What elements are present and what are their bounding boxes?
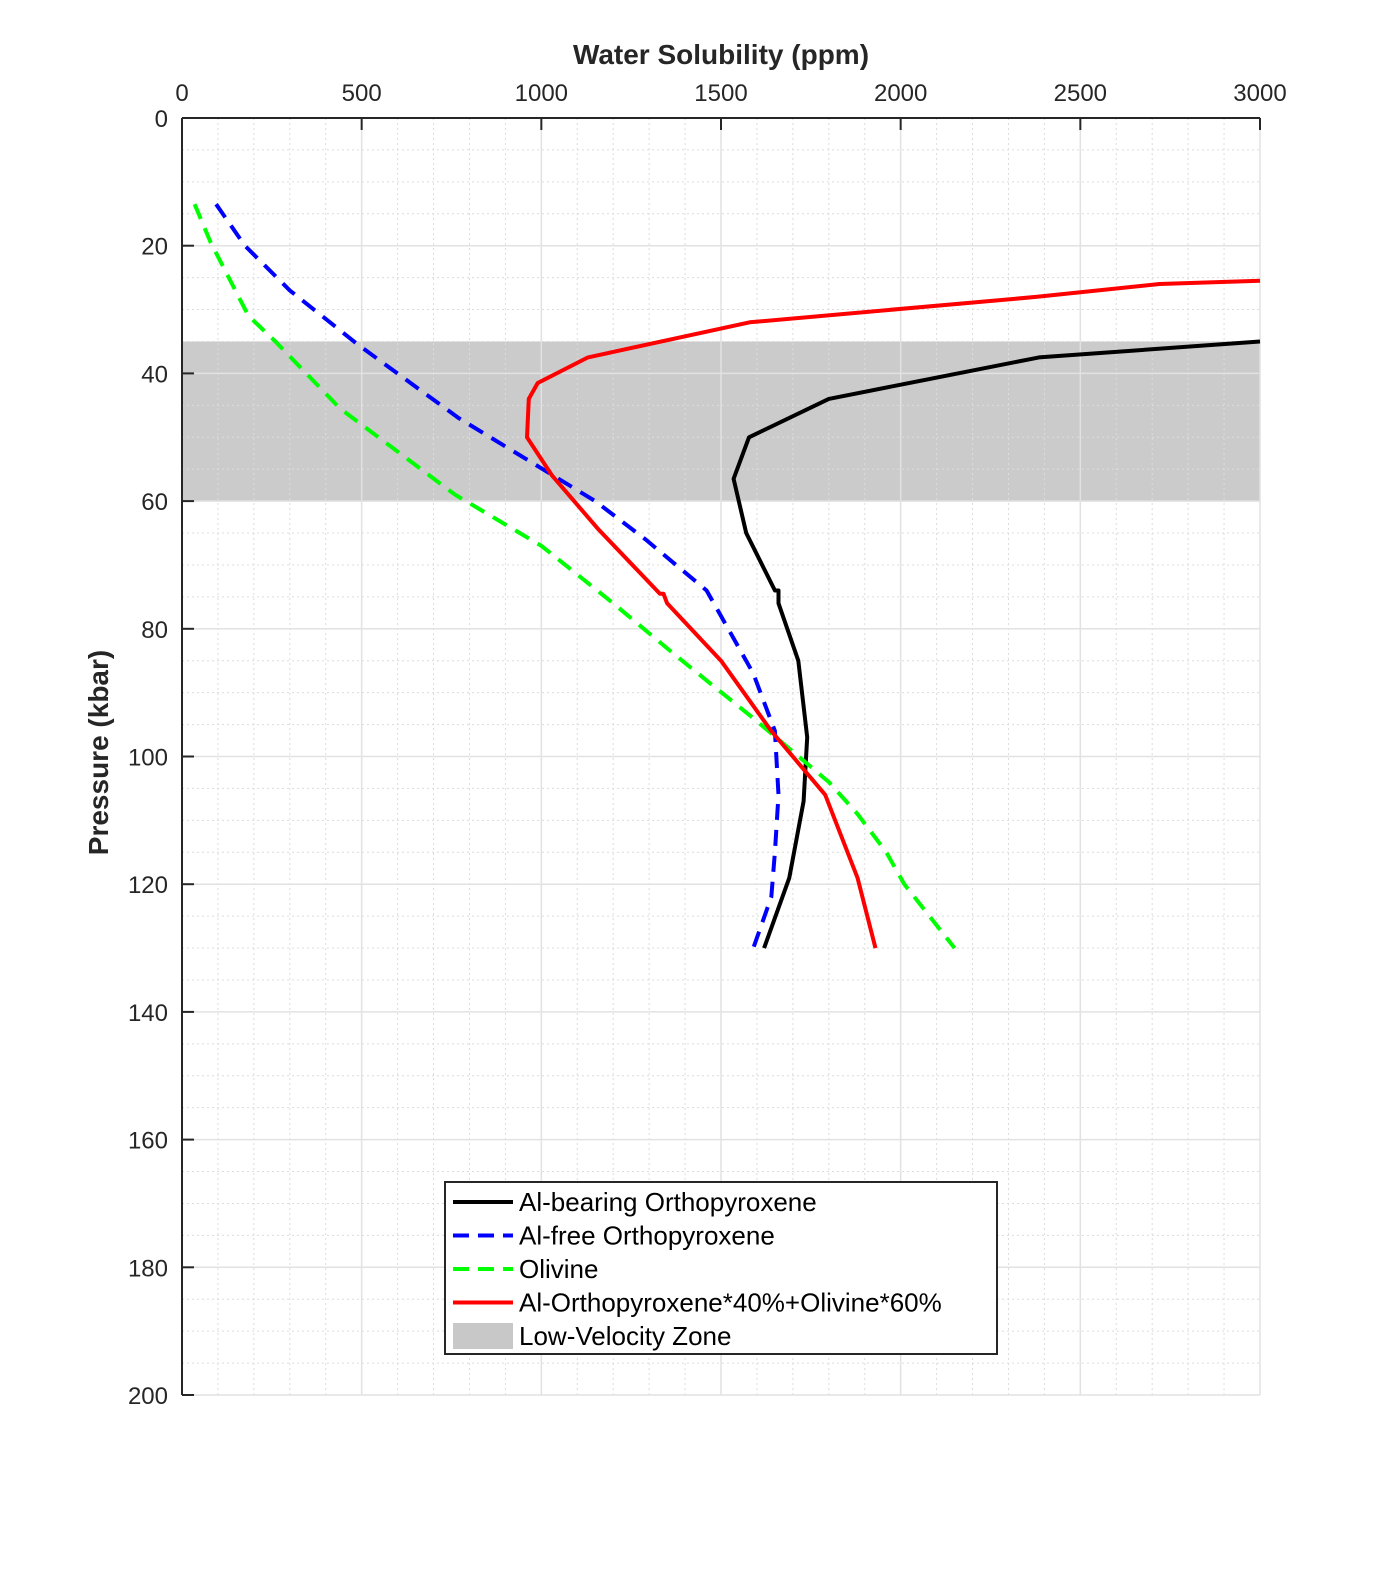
- legend-label-al-free-orthopyroxene: Al-free Orthopyroxene: [519, 1221, 775, 1251]
- legend-label-olivine: Olivine: [519, 1254, 598, 1284]
- legend-label-al-orthopyroxene-40-olivine-60: Al-Orthopyroxene*40%+Olivine*60%: [519, 1288, 942, 1318]
- x-tick-label: 2500: [1054, 80, 1107, 107]
- x-tick-label: 500: [342, 80, 382, 107]
- legend-label-low-velocity-zone: Low-Velocity Zone: [519, 1321, 731, 1351]
- y-tick-label: 60: [141, 489, 168, 516]
- y-tick-label: 80: [141, 617, 168, 644]
- series-line-al-orthopyroxene-40-olivine-60: [525, 278, 1261, 949]
- y-axis-title: Pressure (kbar): [83, 650, 114, 855]
- y-tick-label: 160: [128, 1128, 168, 1155]
- legend-box: [444, 1181, 998, 1355]
- legend-label-al-bearing-orthopyroxene: Al-bearing Orthopyroxene: [519, 1187, 817, 1217]
- y-tick-label: 0: [155, 106, 168, 133]
- y-tick-label: 100: [128, 745, 168, 772]
- y-tick-label: 40: [141, 361, 168, 388]
- legend: Al-bearing Orthopyroxene Al-free Orthopyr…: [444, 1181, 998, 1355]
- axis-layer: 0 500 1000 1500 2000 2500 3000 0 20 40 60 80 100 120 1…: [128, 80, 1287, 1410]
- y-tick-label: 120: [128, 872, 168, 899]
- y-tick-label: 140: [128, 1000, 168, 1027]
- x-tick-label: 1000: [515, 80, 568, 107]
- x-tick-label: 1500: [694, 80, 747, 107]
- x-tick-label: 2000: [874, 80, 927, 107]
- y-tick-label: 20: [141, 234, 168, 261]
- series-line-al-free-orthopyroxene: [214, 203, 781, 949]
- legend-swatch-low-velocity-zone: [453, 1323, 513, 1349]
- series-layer: [192, 203, 1261, 950]
- x-axis-title: Water Solubility (ppm): [573, 39, 869, 70]
- x-tick-label: 0: [175, 80, 188, 107]
- y-tick-label: 180: [128, 1255, 168, 1282]
- x-tick-label: 3000: [1233, 80, 1286, 107]
- series-line-olivine: [192, 203, 957, 950]
- series-line-al-bearing-orthopyroxene: [731, 339, 1261, 949]
- y-tick-label: 200: [128, 1383, 168, 1410]
